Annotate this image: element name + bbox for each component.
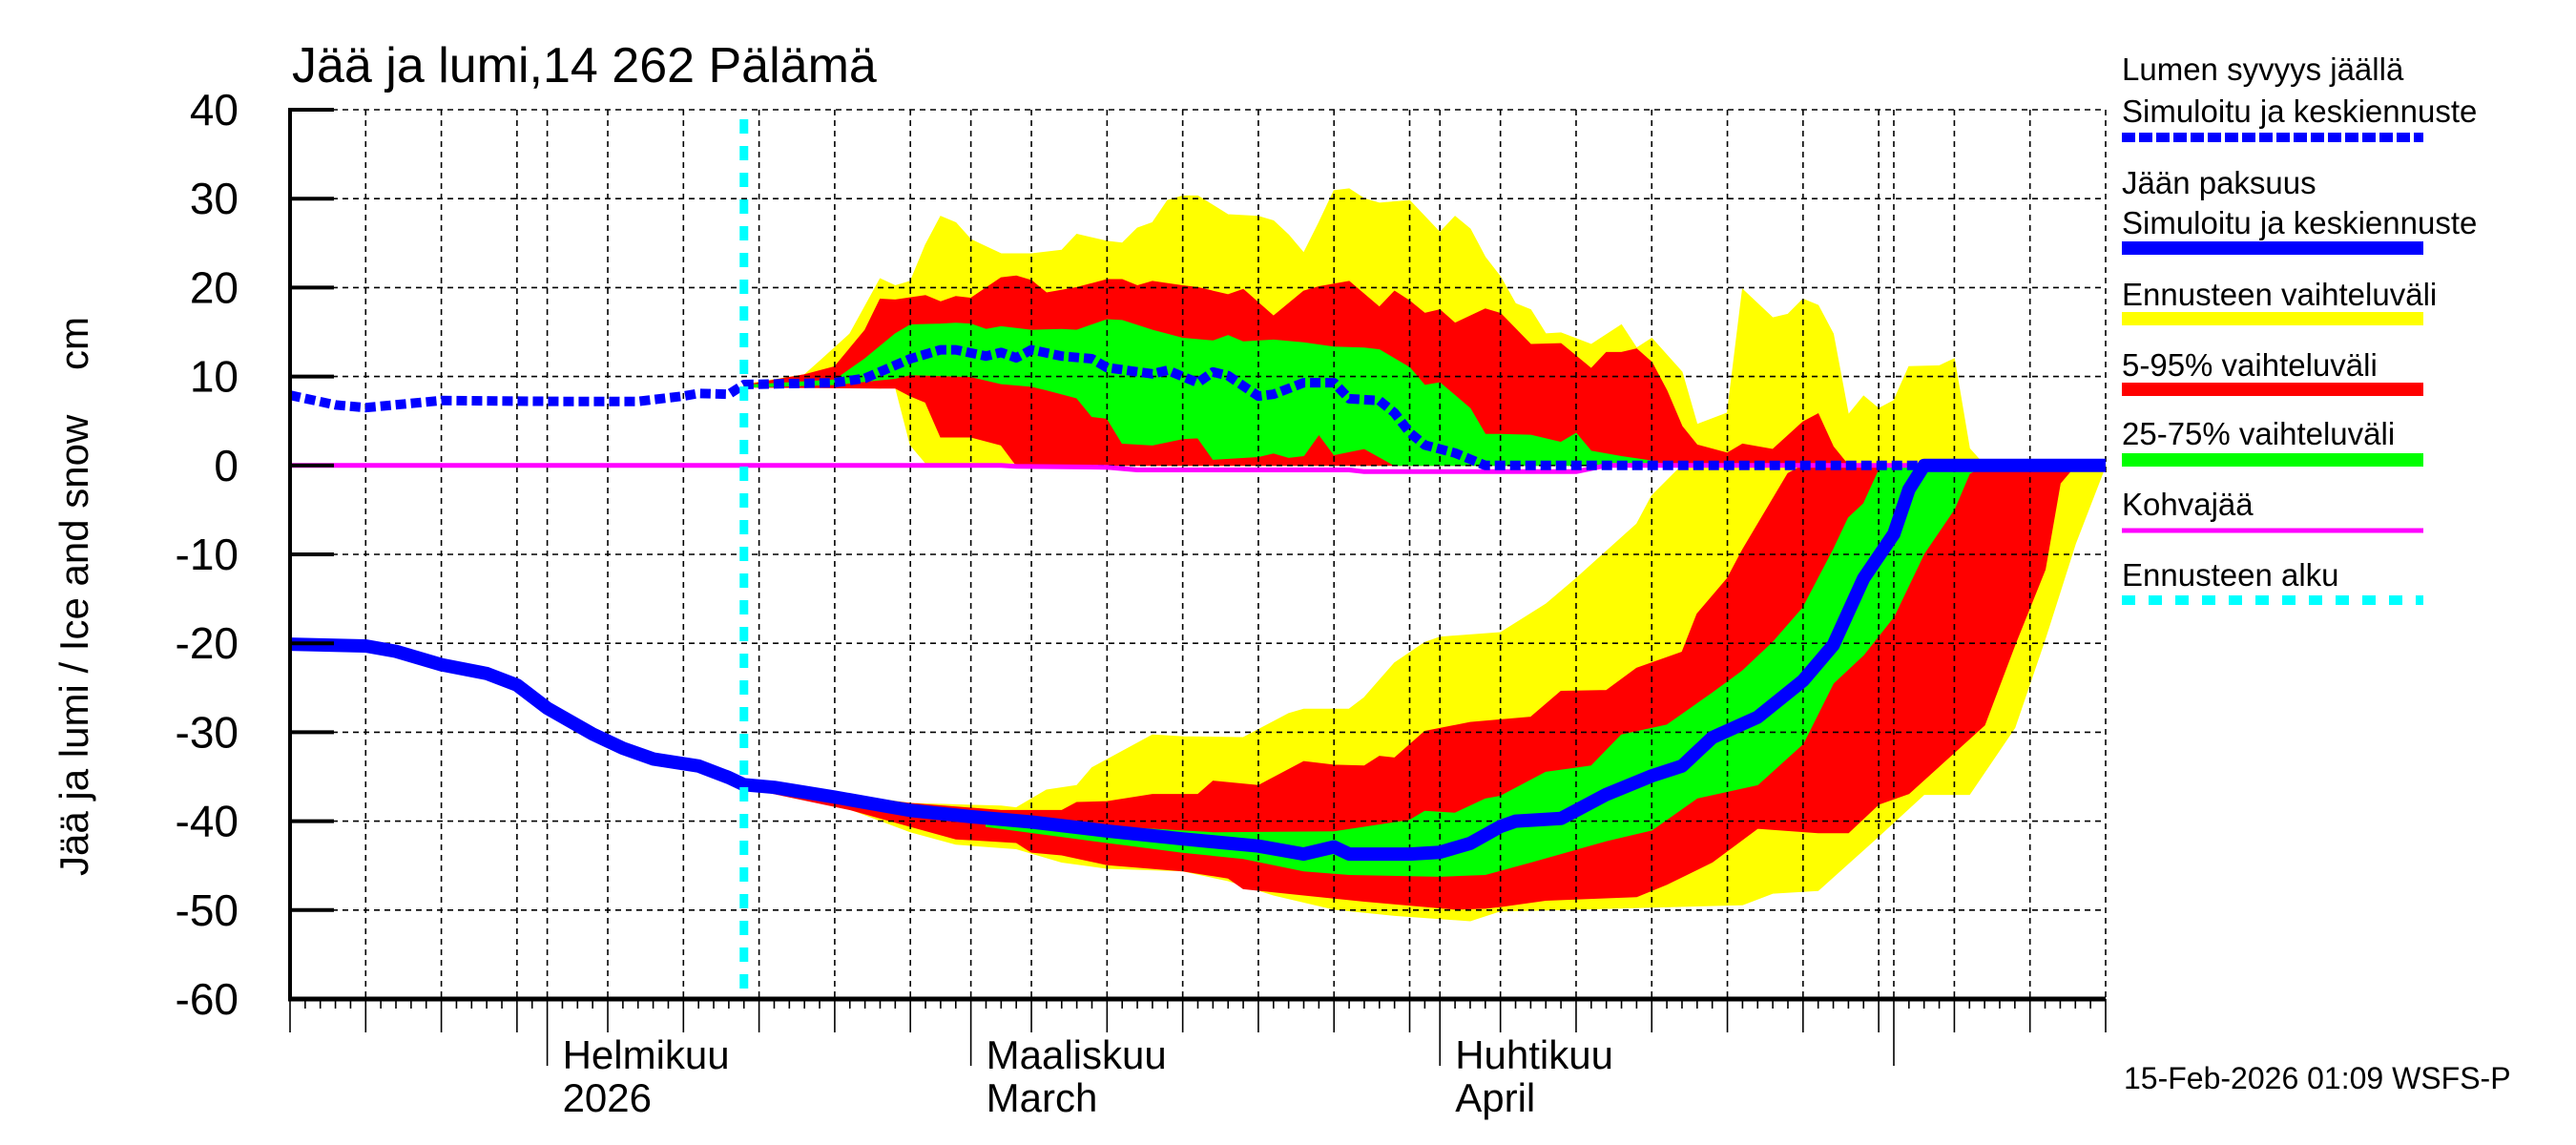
timestamp-label: 15-Feb-2026 01:09 WSFS-P: [2124, 1061, 2511, 1095]
series-layer: [288, 119, 2106, 999]
legend-label: Kohvajää: [2122, 487, 2254, 522]
x-month-label: Huhtikuu: [1455, 1032, 1613, 1077]
legend-label: 25-75% vaihteluväli: [2122, 416, 2395, 451]
y-axis-label: Jää ja lumi / Ice and snow cm: [52, 317, 96, 876]
legend-item-p5-95: 5-95% vaihteluväli: [2122, 347, 2423, 396]
legend-item-p25-75: 25-75% vaihteluväli: [2122, 416, 2423, 467]
bands-layer: [743, 188, 2107, 922]
legend-label: Ennusteen vaihteluväli: [2122, 277, 2437, 312]
y-tick-label: -50: [176, 885, 239, 935]
legend-item-slush-ice: Kohvajää: [2122, 487, 2423, 533]
x-month-label: Helmikuu: [563, 1032, 730, 1077]
legend: Lumen syvyys jäällä Simuloitu ja keskienn…: [2122, 52, 2477, 605]
y-tick-label: -30: [176, 707, 239, 757]
y-tick-label: 0: [214, 441, 239, 490]
x-month-sublabel: March: [987, 1075, 1098, 1120]
grid-layer: [290, 109, 2107, 999]
band-p5-95-ice: [743, 465, 2077, 910]
x-month-label: Maaliskuu: [987, 1032, 1167, 1077]
legend-label: Simuloitu ja keskiennuste: [2122, 205, 2477, 240]
y-tick-label: 40: [190, 85, 239, 135]
y-tick-label: 20: [190, 262, 239, 312]
y-tick-label: -10: [176, 530, 239, 579]
legend-item-range: Ennusteen vaihteluväli: [2122, 277, 2437, 325]
y-tick-label: -40: [176, 797, 239, 846]
legend-label: Simuloitu ja keskiennuste: [2122, 94, 2477, 129]
series-snow-depth-line: [288, 344, 2106, 470]
legend-label: Ennusteen alku: [2122, 557, 2339, 593]
legend-label: Lumen syvyys jäällä: [2122, 52, 2404, 87]
x-month-sublabel: April: [1455, 1075, 1535, 1120]
legend-label: 5-95% vaihteluväli: [2122, 347, 2378, 383]
chart-title: Jää ja lumi,14 262 Pälämä: [292, 38, 877, 94]
y-tick-label: -20: [176, 618, 239, 668]
legend-item-forecast-start: Ennusteen alku: [2122, 557, 2423, 605]
legend-item-snow-depth: Lumen syvyys jäällä Simuloitu ja keskienn…: [2122, 52, 2477, 142]
x-month-sublabel: 2026: [563, 1075, 652, 1120]
y-tick-label: -60: [176, 974, 239, 1024]
series-ice-thickness-line: [289, 458, 2106, 862]
y-tick-label: 30: [190, 174, 239, 223]
legend-item-ice-thickness: Jään paksuus Simuloitu ja keskiennuste: [2122, 165, 2477, 255]
legend-label: Jään paksuus: [2122, 165, 2316, 200]
y-tick-label: 10: [190, 352, 239, 402]
